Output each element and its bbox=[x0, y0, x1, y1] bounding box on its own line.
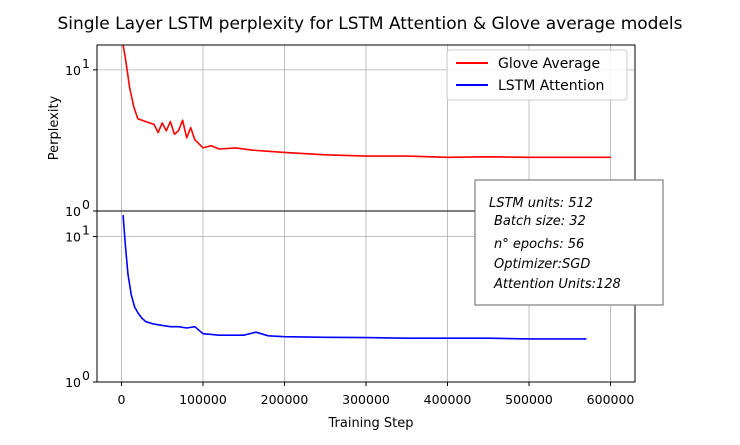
xtick-label-6: 600000 bbox=[587, 392, 635, 407]
legend-label-glove-average: Glove Average bbox=[498, 56, 600, 72]
annotation-optimizer: Optimizer:SGD bbox=[494, 257, 590, 272]
ytick-label-top-1: 10 bbox=[65, 63, 81, 78]
annotation-batch-size: Batch size: 32 bbox=[494, 214, 586, 229]
point-lstm-attention-21 bbox=[365, 337, 367, 339]
point-glove-average-32 bbox=[609, 156, 612, 158]
point-glove-average-3 bbox=[133, 105, 135, 108]
ytick-label-top-0: 10 bbox=[65, 204, 81, 219]
point-lstm-attention-15 bbox=[218, 334, 220, 336]
point-glove-average-8 bbox=[161, 122, 163, 124]
point-glove-average-19 bbox=[210, 145, 212, 147]
xtick-label-2: 200000 bbox=[261, 392, 309, 407]
y-axis-label: Perplexity bbox=[47, 95, 62, 160]
xtick-label-3: 300000 bbox=[342, 392, 390, 407]
ytick-exp-bottom-0: 0 bbox=[82, 368, 90, 383]
xtick-label-0: 0 bbox=[117, 392, 125, 407]
point-lstm-attention-25 bbox=[528, 338, 530, 340]
annotation-epochs: n° epochs: 56 bbox=[494, 237, 584, 252]
point-glove-average-25 bbox=[324, 154, 326, 156]
point-glove-average-11 bbox=[173, 133, 175, 135]
annotation-lstm-units: LSTM units: 512 bbox=[489, 196, 593, 211]
legend-box bbox=[446, 49, 628, 101]
point-glove-average-29 bbox=[487, 156, 489, 158]
point-lstm-attention-8 bbox=[153, 323, 155, 325]
point-glove-average-27 bbox=[406, 155, 408, 157]
point-lstm-attention-0 bbox=[122, 214, 124, 216]
point-glove-average-12 bbox=[177, 130, 180, 132]
point-glove-average-7 bbox=[157, 131, 159, 134]
point-lstm-attention-7 bbox=[145, 321, 147, 323]
point-glove-average-28 bbox=[446, 156, 449, 158]
x-axis-label: Training Step bbox=[327, 416, 413, 431]
point-glove-average-17 bbox=[198, 143, 200, 145]
annotation-attention-units: Attention Units:128 bbox=[493, 277, 621, 292]
xtick-label-4: 400000 bbox=[424, 392, 472, 407]
annotation-box: LSTM units: 512 Batch size: 32 n° epochs… bbox=[474, 179, 664, 306]
point-glove-average-24 bbox=[283, 151, 286, 153]
point-lstm-attention-16 bbox=[243, 334, 245, 336]
point-glove-average-9 bbox=[165, 130, 167, 132]
xtick-label-1: 100000 bbox=[179, 392, 227, 407]
point-lstm-attention-24 bbox=[487, 337, 489, 339]
point-glove-average-5 bbox=[145, 121, 147, 123]
point-lstm-attention-9 bbox=[161, 324, 163, 326]
point-glove-average-30 bbox=[528, 156, 530, 158]
point-lstm-attention-18 bbox=[267, 335, 269, 337]
point-glove-average-26 bbox=[365, 155, 367, 157]
point-glove-average-21 bbox=[235, 147, 237, 149]
point-glove-average-18 bbox=[202, 147, 204, 149]
ytick-label-bottom-1: 10 bbox=[65, 230, 81, 245]
point-glove-average-13 bbox=[182, 119, 184, 121]
point-lstm-attention-2 bbox=[127, 273, 129, 275]
point-glove-average-4 bbox=[137, 118, 139, 120]
point-glove-average-22 bbox=[251, 149, 253, 151]
point-lstm-attention-22 bbox=[406, 337, 408, 339]
point-lstm-attention-26 bbox=[585, 338, 587, 340]
point-lstm-attention-5 bbox=[137, 312, 139, 314]
xtick-label-5: 500000 bbox=[505, 392, 553, 407]
point-glove-average-14 bbox=[186, 137, 188, 139]
point-lstm-attention-10 bbox=[169, 326, 171, 328]
point-lstm-attention-20 bbox=[324, 336, 326, 338]
legend-label-lstm-attention: LSTM Attention bbox=[498, 78, 604, 94]
point-glove-average-31 bbox=[569, 156, 571, 158]
point-lstm-attention-13 bbox=[194, 326, 196, 328]
point-glove-average-6 bbox=[153, 123, 155, 126]
ytick-exp-top-1: 1 bbox=[82, 56, 90, 71]
ytick-exp-top-0: 0 bbox=[82, 197, 90, 212]
ytick-label-bottom-0: 10 bbox=[65, 375, 81, 390]
point-lstm-attention-6 bbox=[141, 317, 143, 319]
legend: Glove Average LSTM Attention bbox=[446, 49, 628, 101]
point-glove-average-1 bbox=[124, 58, 127, 60]
point-glove-average-20 bbox=[218, 148, 220, 150]
point-lstm-attention-11 bbox=[177, 326, 180, 328]
point-lstm-attention-19 bbox=[283, 336, 286, 338]
chart-title: Single Layer LSTM perplexity for LSTM At… bbox=[57, 14, 682, 34]
point-lstm-attention-23 bbox=[446, 337, 449, 339]
ytick-exp-bottom-1: 1 bbox=[82, 223, 90, 238]
point-lstm-attention-14 bbox=[202, 333, 204, 335]
point-lstm-attention-12 bbox=[186, 327, 188, 329]
point-lstm-attention-3 bbox=[130, 293, 132, 296]
point-glove-average-16 bbox=[194, 139, 196, 141]
point-lstm-attention-1 bbox=[124, 246, 127, 248]
annotation-frame bbox=[474, 179, 664, 306]
point-lstm-attention-4 bbox=[133, 306, 136, 308]
point-glove-average-10 bbox=[169, 121, 171, 123]
point-glove-average-23 bbox=[267, 150, 269, 152]
point-lstm-attention-17 bbox=[255, 331, 257, 333]
point-glove-average-2 bbox=[129, 86, 131, 89]
point-glove-average-15 bbox=[190, 127, 192, 129]
